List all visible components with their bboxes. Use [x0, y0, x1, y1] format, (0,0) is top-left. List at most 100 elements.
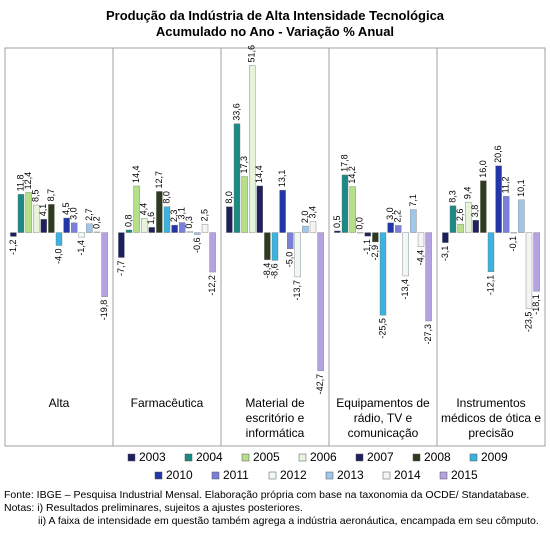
value-label: 4,4 — [139, 203, 149, 216]
value-label: 33,6 — [231, 103, 241, 121]
legend-label: 2010 — [166, 468, 193, 482]
legend-label: 2006 — [310, 450, 337, 464]
bar — [395, 225, 402, 233]
value-label: 2,5 — [199, 209, 209, 222]
value-label: 2,6 — [455, 209, 465, 222]
bar — [525, 232, 533, 309]
bar — [402, 232, 409, 277]
bar — [86, 223, 93, 233]
bar — [372, 232, 379, 243]
legend-label: 2011 — [223, 468, 249, 482]
bar — [309, 221, 317, 233]
value-label: 8,3 — [447, 190, 457, 203]
bar — [171, 224, 178, 233]
bar — [55, 232, 63, 246]
legend-swatch — [127, 453, 136, 462]
value-label: -13,4 — [400, 279, 410, 300]
value-label: 11,2 — [501, 176, 511, 193]
note: Notas: i) Resultados preliminares, sujei… — [4, 502, 303, 514]
bar — [194, 232, 201, 235]
value-label: 12,7 — [154, 171, 164, 189]
bar — [417, 232, 425, 248]
value-label: -13,7 — [292, 280, 302, 301]
value-label: 3,1 — [177, 207, 187, 220]
bar — [487, 232, 495, 272]
legend-swatch — [211, 471, 220, 480]
x-tick-label: Instrumentos médicos de ótica e precisão — [440, 396, 542, 440]
value-label: 7,1 — [408, 194, 418, 207]
value-label: -8,6 — [269, 263, 279, 279]
value-label: 14,4 — [131, 165, 141, 183]
value-label: 14,4 — [254, 165, 264, 183]
bar — [495, 165, 502, 233]
legend-label: 2008 — [424, 450, 451, 464]
x-tick-label: Alta — [48, 396, 70, 410]
value-label: 3,4 — [307, 206, 317, 219]
bar — [125, 229, 133, 233]
value-label: -23,5 — [523, 312, 533, 333]
value-label: -12,1 — [485, 275, 495, 296]
value-label: 0,5 — [332, 215, 342, 228]
bar — [425, 232, 432, 322]
value-label: -27,3 — [423, 324, 433, 345]
bar — [442, 232, 449, 243]
chart-title: Produção da Indústria de Alta Intensidad… — [105, 8, 445, 23]
value-label: -4,4 — [415, 250, 425, 266]
bar — [465, 201, 472, 233]
bar — [472, 220, 479, 233]
value-label: 2,0 — [300, 211, 310, 224]
value-label: 0,0 — [355, 217, 365, 230]
bar — [25, 192, 32, 233]
bar — [294, 232, 301, 278]
bar — [379, 232, 387, 316]
bar — [349, 186, 356, 233]
bar — [256, 185, 263, 233]
legend-label: 2005 — [253, 450, 280, 464]
value-label: 9,4 — [463, 187, 473, 200]
bar — [133, 185, 140, 233]
value-label: 0,2 — [91, 216, 101, 229]
value-label: -2,9 — [370, 245, 380, 261]
value-label: 3,0 — [69, 207, 79, 220]
bar — [510, 232, 517, 234]
bar — [503, 196, 510, 233]
x-tick-label: Material de escritório e informática — [245, 396, 305, 440]
bar — [70, 222, 78, 233]
value-label: -1,4 — [76, 240, 86, 256]
value-label: 16,0 — [478, 160, 488, 178]
value-label: -1,2 — [8, 239, 18, 255]
value-label: 1,6 — [146, 212, 156, 225]
value-label: 2,7 — [84, 208, 94, 221]
value-label: -19,8 — [99, 300, 109, 321]
value-label: 8,5 — [31, 190, 41, 203]
value-label: 4,5 — [61, 202, 71, 215]
bar — [10, 232, 17, 237]
bar — [140, 218, 148, 233]
bar — [186, 231, 194, 233]
bar — [317, 232, 324, 372]
note: ii) A faixa de intensidade em questão ta… — [38, 515, 539, 527]
legend-swatch — [469, 453, 478, 462]
bar — [480, 180, 487, 233]
bar — [33, 204, 40, 233]
value-label: 17,8 — [339, 154, 349, 172]
value-label: 20,6 — [493, 145, 503, 163]
bar — [518, 199, 525, 233]
bar — [387, 222, 394, 233]
bar — [17, 194, 25, 233]
value-label: 11,8 — [15, 175, 25, 192]
legend-label: 2003 — [139, 450, 166, 464]
value-label: 3,0 — [385, 207, 395, 220]
value-label: 10,1 — [516, 179, 526, 197]
bar — [241, 176, 248, 233]
legend-swatch — [298, 453, 307, 462]
value-label: 12,4 — [23, 172, 33, 190]
chart-subtitle: Acumulado no Ano - Variação % Anual — [155, 24, 395, 39]
legend-swatch — [241, 453, 250, 462]
bar — [302, 225, 309, 233]
value-label: -0,1 — [508, 236, 518, 252]
value-label: -8,4 — [262, 263, 272, 279]
bar — [93, 231, 101, 233]
x-tick-label: Farmacêutica — [130, 396, 204, 410]
